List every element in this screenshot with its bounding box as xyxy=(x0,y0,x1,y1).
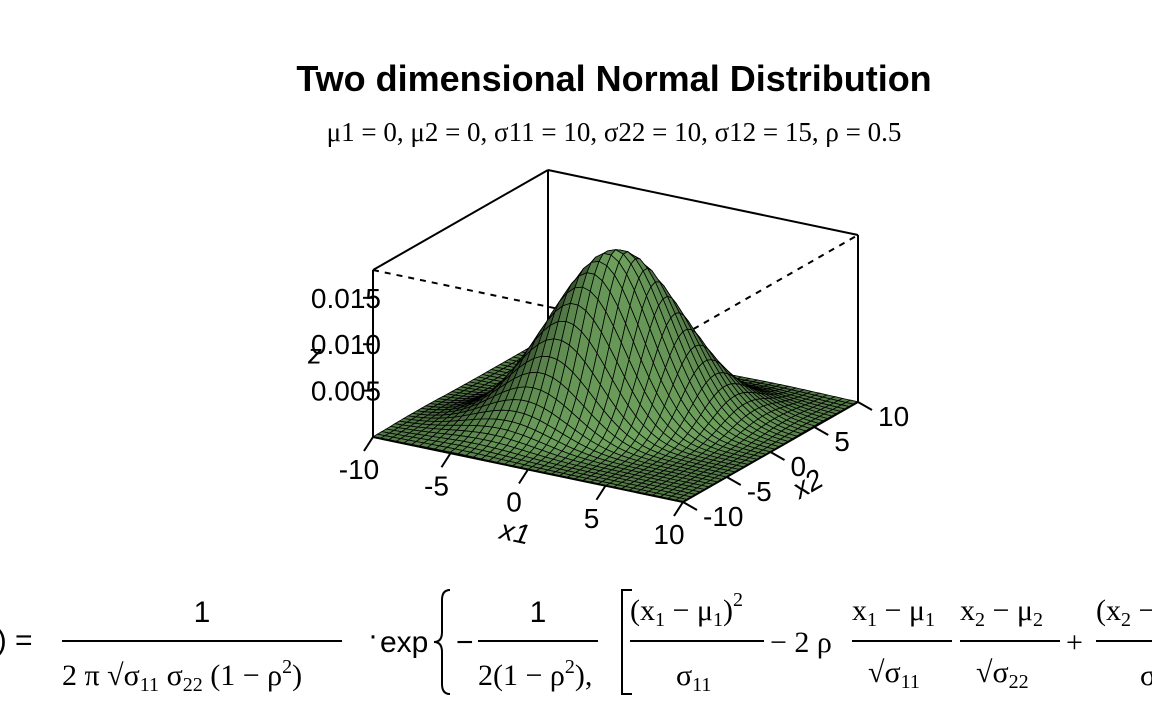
formula-exp: exp xyxy=(380,626,428,659)
formula-term2-den: √σ11 xyxy=(868,656,920,693)
x1-tick xyxy=(363,436,374,452)
z-tick-label: 0.015 xyxy=(311,283,381,314)
box-edge xyxy=(372,169,549,271)
formula-frac1-den: 2 π √σ11 σ22 (1 − ρ2) xyxy=(62,656,302,696)
x1-tick xyxy=(440,452,452,468)
x2-tick-label: -10 xyxy=(703,501,743,532)
formula-term3-num: x2 − μ2 xyxy=(960,594,1043,631)
density-formula: x) = 1 2 π √σ11 σ22 (1 − ρ2) · exp − 1 2… xyxy=(0,589,1152,696)
x2-tick xyxy=(726,476,742,486)
formula-term1-num: (x1 − μ1)2 xyxy=(630,589,743,631)
box-edge-hidden xyxy=(682,234,859,336)
x2-tick xyxy=(770,451,785,461)
formula-term3-den: √σ22 xyxy=(976,656,1029,693)
x2-tick-label: -5 xyxy=(747,476,772,507)
x1-tick xyxy=(595,485,607,501)
formula-term1-den: σ11 xyxy=(676,659,711,696)
x2-tick-label: 0 xyxy=(791,451,807,482)
formula-dot: · xyxy=(368,619,378,652)
box-edge xyxy=(547,169,859,236)
x1-tick-label: 5 xyxy=(584,503,600,534)
x2-tick-label: 10 xyxy=(878,401,909,432)
chart-subtitle: μ1 = 0, μ2 = 0, σ11 = 10, σ22 = 10, σ12 … xyxy=(327,117,902,147)
formula-term2-num: x1 − μ1 xyxy=(852,594,935,631)
x1-tick xyxy=(673,501,684,517)
x2-tick xyxy=(813,426,829,436)
x2-tick xyxy=(682,501,698,511)
x1-tick-label: 0 xyxy=(506,487,522,518)
formula-frac1-num: 1 xyxy=(194,596,211,629)
formula-term4-num: (x2 − xyxy=(1096,594,1152,631)
formula-minus2: − 2 ρ xyxy=(770,626,832,659)
z-axis-label: z xyxy=(307,339,322,370)
x1-tick-label: 10 xyxy=(653,519,684,550)
formula-frac2-den: 2(1 − ρ2), xyxy=(478,656,592,692)
x1-axis-label: x1 xyxy=(495,514,532,551)
box-edge-hidden xyxy=(372,269,684,336)
x2-tick-label: 5 xyxy=(834,426,850,457)
x1-tick-label: -10 xyxy=(339,454,379,485)
x2-tick xyxy=(857,401,873,411)
chart-title: Two dimensional Normal Distribution xyxy=(296,58,931,99)
formula-minus1: − xyxy=(456,626,474,659)
z-tick-label: 0.010 xyxy=(311,329,381,360)
formula-lhs: x) = xyxy=(0,624,33,657)
formula-left-brace xyxy=(433,589,451,695)
formula-frac2-num: 1 xyxy=(530,596,547,629)
formula-left-bracket xyxy=(621,589,632,695)
formula-term4-den: σ xyxy=(1140,659,1152,692)
surface xyxy=(371,249,860,503)
formula-plus: + xyxy=(1066,626,1083,659)
x1-tick xyxy=(518,468,529,485)
x1-tick-label: -5 xyxy=(424,470,449,501)
z-tick-label: 0.005 xyxy=(311,376,381,407)
